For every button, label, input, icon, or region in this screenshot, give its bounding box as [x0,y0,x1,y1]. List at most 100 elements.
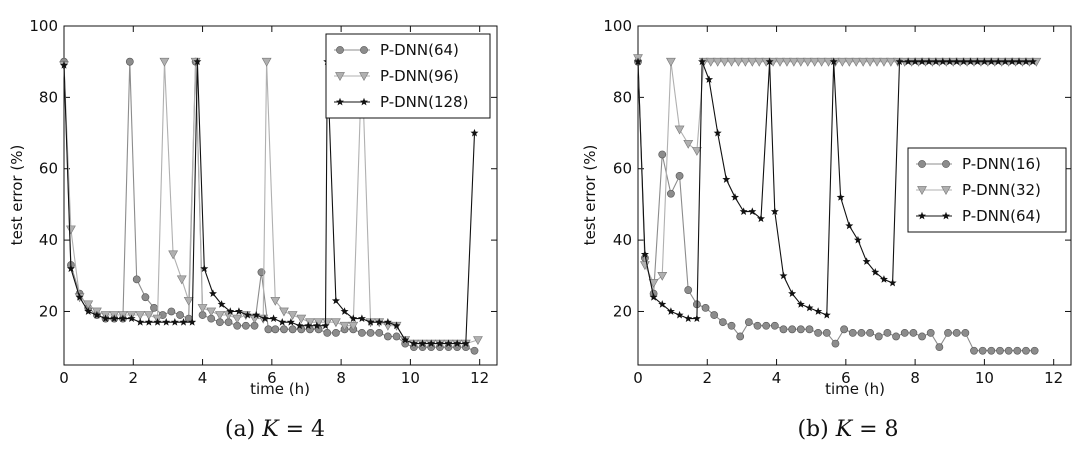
data-point [366,328,375,337]
legend-marker [335,72,345,82]
legend-marker [336,97,344,106]
y-tick-label: 20 [613,302,632,320]
caption-rest: = 8 [852,417,898,442]
data-point [427,339,436,347]
data-point [658,300,667,308]
data-point [879,275,888,283]
data-point [959,57,968,66]
data-point [840,325,849,334]
y-axis-label: test error (%) [581,145,599,246]
data-point [895,57,904,66]
data-point [978,346,987,355]
data-point [167,307,176,316]
data-point [753,321,762,330]
data-point [858,57,869,67]
data-point [206,307,217,317]
data-point [747,57,758,67]
y-tick-label: 80 [613,88,632,106]
data-point [470,128,479,137]
data-point [252,310,261,319]
legend-label: P-DNN(32) [962,181,1041,199]
y-tick-label: 100 [29,17,58,35]
data-point [66,264,75,273]
data-point [762,321,771,330]
data-point [1001,57,1010,66]
data-point [822,328,831,337]
data-point [332,328,340,337]
data-point [904,57,913,66]
data-point [366,317,375,326]
data-point [348,321,359,331]
data-point [684,286,693,294]
data-point [200,264,209,273]
data-point [193,57,202,66]
data-point [392,321,401,330]
series-P-DNN(16) [634,57,1039,355]
data-point [938,57,947,66]
data-point [135,311,146,321]
data-point [952,57,961,66]
data-point [279,307,289,317]
caption-b: (b) K = 8 [797,417,898,442]
data-point [470,346,479,355]
data-point [770,207,779,215]
data-point [634,57,642,66]
data-point [788,57,799,67]
legend-marker [918,211,926,220]
data-point [232,314,243,324]
y-tick-label: 100 [603,17,632,35]
data-point [809,57,820,67]
data-point [331,318,341,328]
data-point [176,275,187,285]
data-point [713,128,722,137]
data-point [349,314,358,323]
data-point [1008,57,1017,66]
data-point [736,332,745,341]
caption-a: (a) K = 4 [225,417,325,442]
data-point [674,125,685,135]
data-point [945,57,954,66]
data-point [358,328,366,337]
data-point [323,328,332,337]
legend-marker [917,186,927,196]
data-point [782,57,792,67]
caption-variable: K [261,417,280,442]
data-point [931,57,940,66]
data-point [802,57,813,67]
caption-prefix: (b) [797,417,835,442]
x-tick-label: 8 [910,369,920,387]
data-point [966,57,975,66]
data-point [304,321,313,330]
data-point [125,57,134,66]
data-point [710,311,719,319]
data-point [287,311,298,321]
data-point [924,57,933,66]
data-point [1028,57,1037,66]
data-point [168,250,179,260]
data-point [357,314,366,323]
caption-rest: = 4 [279,417,325,442]
legend-marker [942,211,950,220]
data-point [110,314,119,323]
data-point [996,346,1004,355]
plot-frame [63,25,498,366]
legend-label: P-DNN(64) [380,41,459,59]
data-point [865,57,875,67]
data-point [66,225,76,235]
data-point [909,328,918,337]
y-tick-label: 60 [39,160,58,178]
x-tick-label: 8 [336,369,346,387]
data-point [383,332,392,341]
legend-item: P-DNN(128) [334,93,468,111]
data-point [183,296,194,306]
data-point [740,57,751,67]
data-point [92,310,101,319]
series-line [637,61,1033,320]
legend-item: P-DNN(64) [916,207,1041,225]
data-point [705,75,714,83]
series-P-DNN(64) [634,57,1037,323]
data-point [392,332,401,341]
data-point [935,343,944,352]
legend-item: P-DNN(96) [334,67,459,85]
legend-marker [359,72,369,82]
